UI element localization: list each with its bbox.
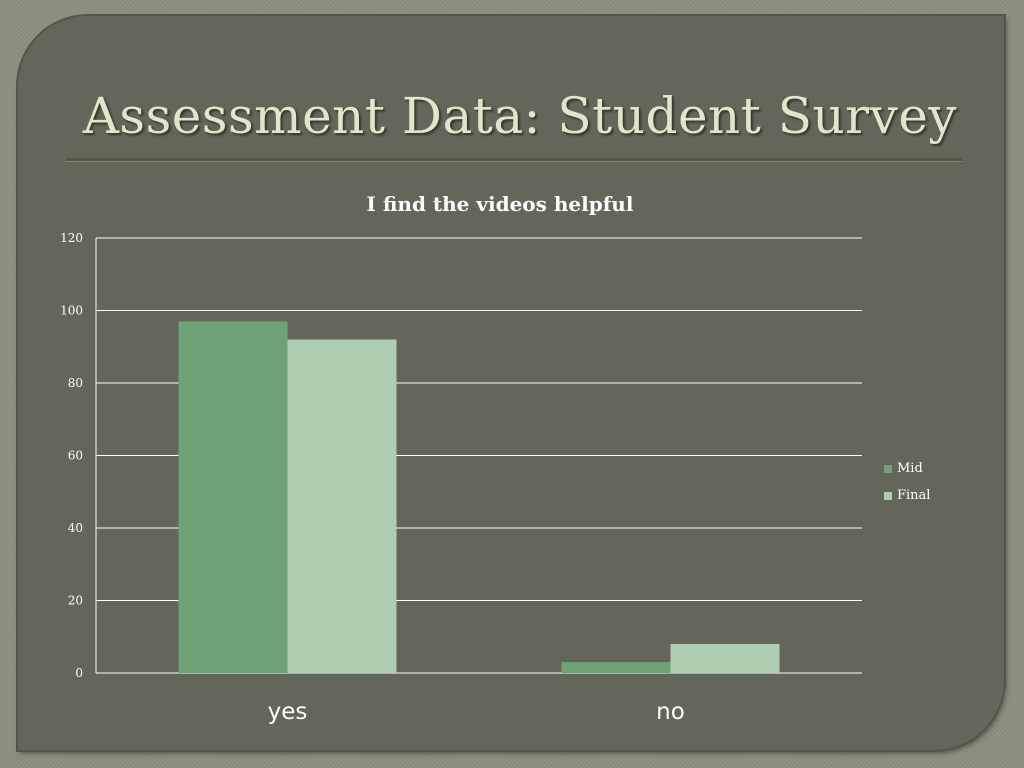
bar-mid-no bbox=[561, 662, 671, 673]
y-tick-label-100: 100 bbox=[60, 304, 83, 318]
y-tick-label-40: 40 bbox=[68, 521, 83, 535]
chart-legend: Mid Final bbox=[884, 455, 930, 509]
legend-swatch-mid bbox=[884, 464, 892, 473]
y-tick-label-0: 0 bbox=[75, 666, 83, 680]
y-tick-label-60: 60 bbox=[68, 449, 83, 463]
y-tick-label-80: 80 bbox=[68, 376, 83, 390]
y-tick-label-20: 20 bbox=[68, 594, 83, 608]
bar-final-no bbox=[670, 644, 780, 673]
slide-title: Assessment Data: Student Survey bbox=[82, 87, 958, 145]
legend-item-final: Final bbox=[884, 482, 930, 509]
x-tick-label-yes: yes bbox=[268, 699, 308, 725]
bar-final-yes bbox=[287, 339, 397, 673]
bar-mid-yes bbox=[178, 321, 288, 673]
chart-title: I find the videos helpful bbox=[366, 192, 634, 216]
legend-item-mid: Mid bbox=[884, 455, 930, 482]
legend-swatch-final bbox=[884, 491, 892, 500]
legend-label-mid: Mid bbox=[897, 461, 923, 476]
y-tick-label-120: 120 bbox=[60, 231, 83, 245]
title-divider bbox=[66, 158, 962, 162]
legend-label-final: Final bbox=[897, 488, 931, 503]
x-tick-label-no: no bbox=[656, 699, 685, 725]
